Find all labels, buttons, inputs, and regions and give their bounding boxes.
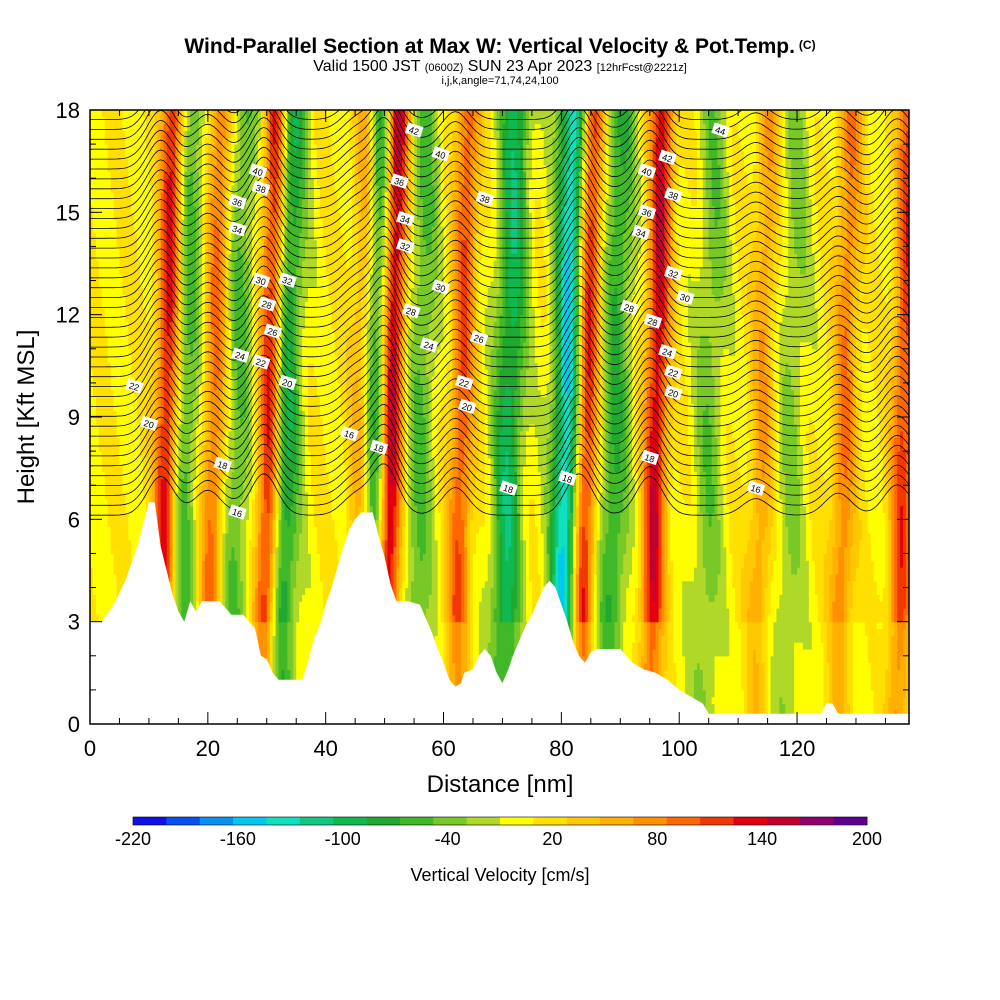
- cross-section-chart: 4038363430 322826242220222018164240363834…: [0, 0, 1000, 1000]
